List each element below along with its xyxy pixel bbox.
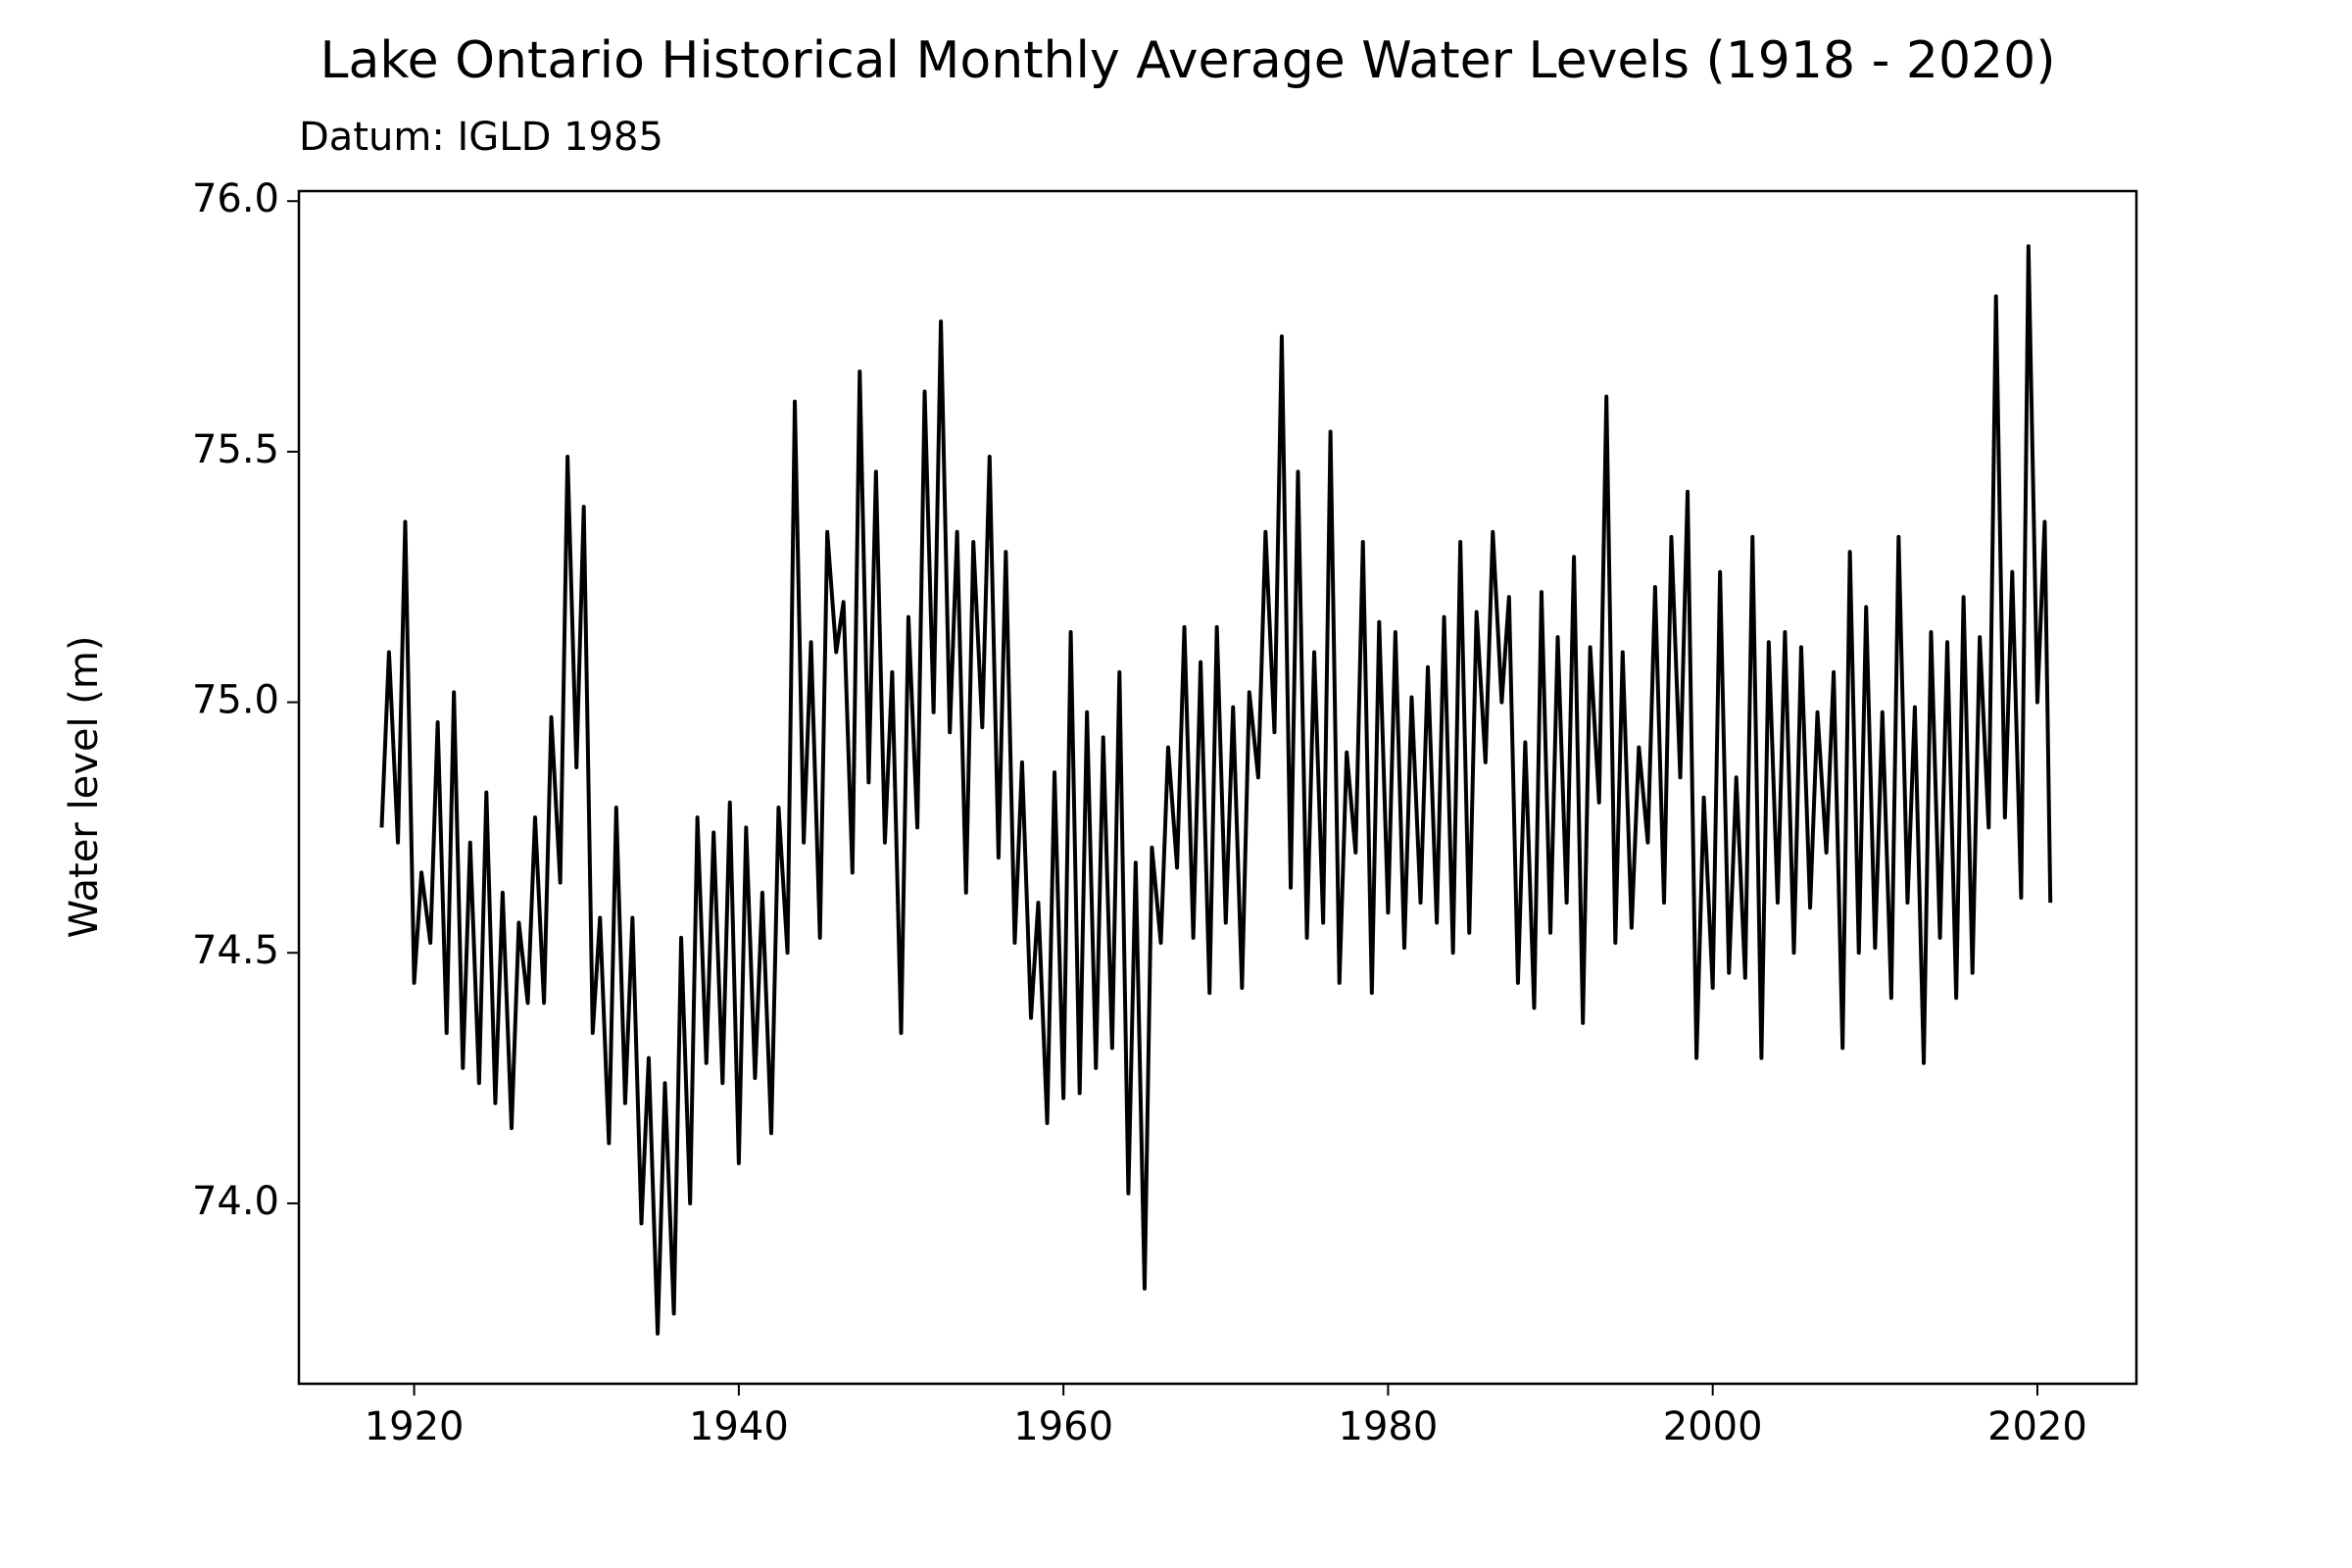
- x-tick-label: 2000: [1663, 1404, 1763, 1449]
- y-tick-label: 74.0: [192, 1179, 279, 1224]
- x-tick-label: 1980: [1339, 1404, 1439, 1449]
- x-tick-label: 1940: [689, 1404, 789, 1449]
- y-tick-label: 75.5: [192, 427, 279, 472]
- x-tick-label: 1960: [1013, 1404, 1113, 1449]
- data-line: [379, 244, 2053, 1336]
- y-axis-label: Water level (m): [62, 636, 107, 939]
- plot-frame: [297, 189, 2138, 1386]
- chart-subtitle: Datum: IGLD 1985: [299, 115, 663, 160]
- y-tick-label: 76.0: [192, 176, 279, 221]
- chart-title: Lake Ontario Historical Monthly Average …: [319, 31, 2055, 90]
- x-tick-label: 1920: [365, 1404, 465, 1449]
- y-tick-label: 74.5: [192, 928, 279, 973]
- x-tick-label: 2020: [1987, 1404, 2087, 1449]
- y-tick-label: 75.0: [192, 678, 279, 723]
